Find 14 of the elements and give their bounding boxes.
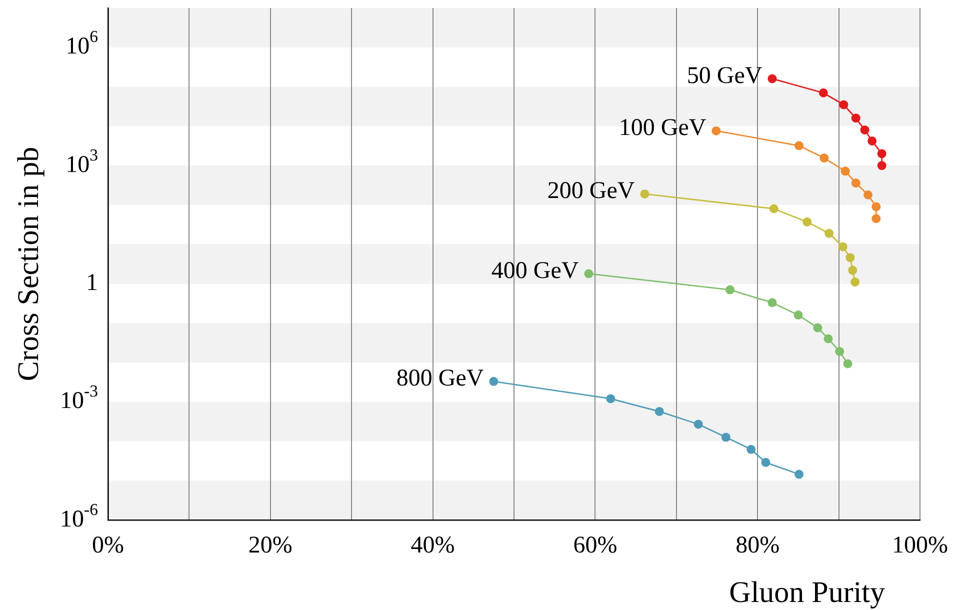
y-axis-title: Cross Section in pb bbox=[12, 146, 45, 382]
x-tick-label: 60% bbox=[573, 532, 618, 558]
x-tick-label: 20% bbox=[248, 532, 292, 558]
x-tick-label: 100% bbox=[892, 532, 948, 558]
series-label: 100 GeV bbox=[618, 115, 707, 142]
x-tick-label: 80% bbox=[736, 532, 780, 558]
series-label: 800 GeV bbox=[396, 366, 484, 392]
x-tick-label: 0% bbox=[92, 532, 124, 558]
x-axis-title: Gluon Purity bbox=[729, 576, 886, 609]
y-tick-label: 1 bbox=[86, 270, 98, 296]
series-label: 50 GeV bbox=[686, 63, 763, 90]
series-label: 400 GeV bbox=[491, 258, 580, 284]
x-tick-label: 40% bbox=[410, 532, 455, 558]
series-label: 200 GeV bbox=[547, 178, 636, 204]
